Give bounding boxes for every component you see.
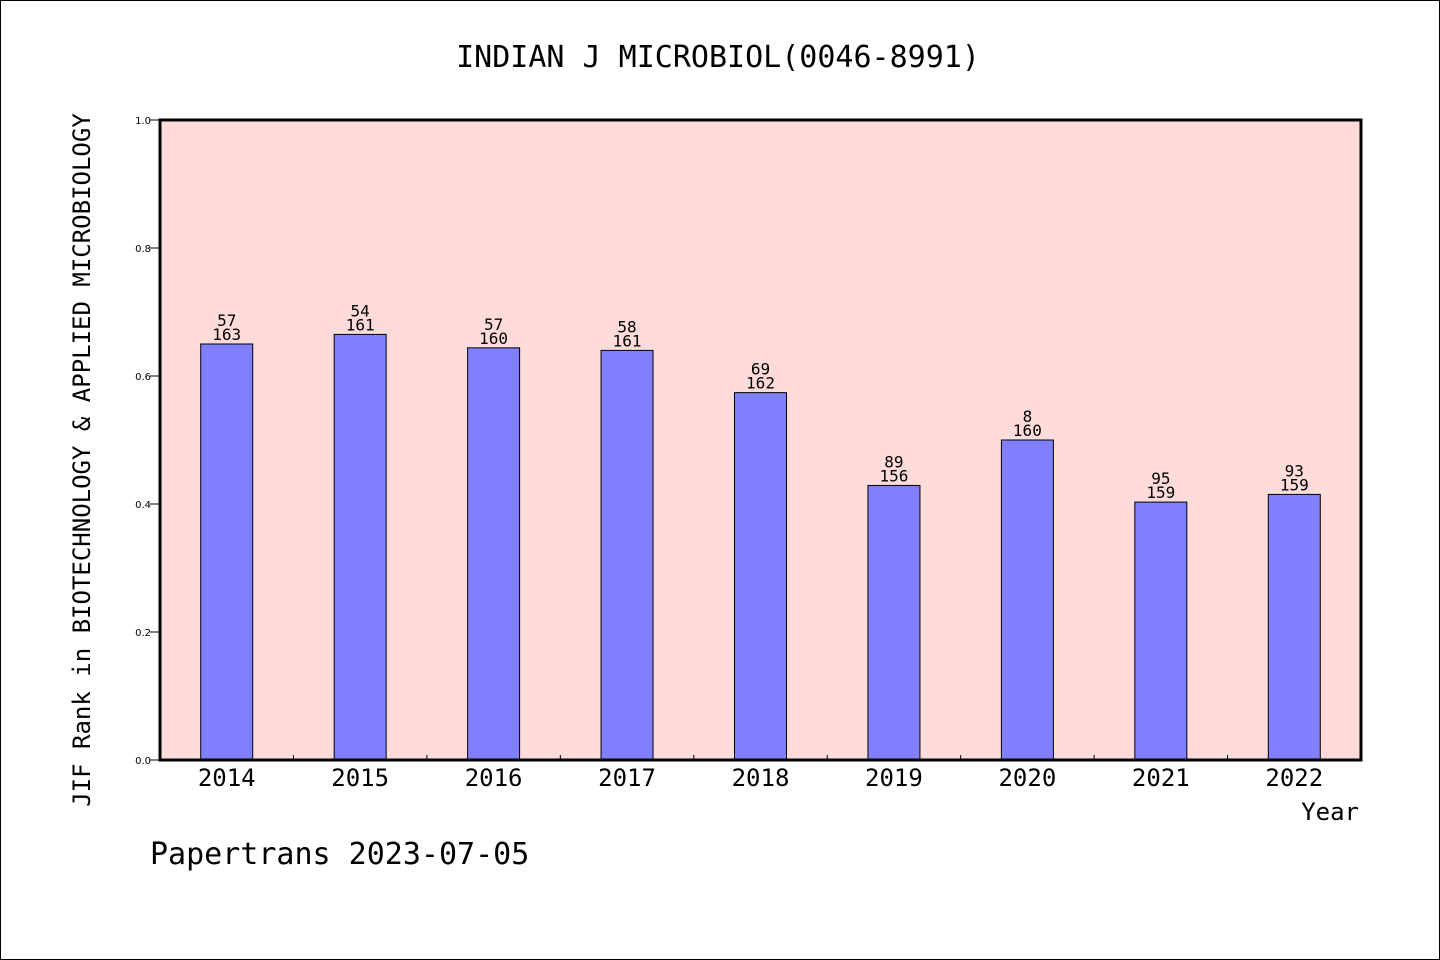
bar-label-total: 159 xyxy=(1280,475,1309,494)
bar-label-total: 160 xyxy=(479,329,508,348)
bar xyxy=(1134,501,1188,761)
bar xyxy=(600,349,654,761)
y-tick-label: 0.4 xyxy=(135,500,151,511)
bar-label-rank: 89 xyxy=(884,452,903,471)
y-tick-label: 0.2 xyxy=(135,628,151,639)
x-tick-labels: 2014 2015 2016 2017 2018 2019 2020 2021 2022 xyxy=(198,764,1323,792)
bar xyxy=(867,484,921,761)
x-tick-label: 2016 xyxy=(465,764,523,792)
bar xyxy=(1267,493,1321,761)
bar xyxy=(467,347,521,761)
y-tick-label: 0.0 xyxy=(135,756,151,767)
chart-title: INDIAN J MICROBIOL(0046-8991) xyxy=(456,40,980,75)
bar-label-total: 161 xyxy=(346,315,375,334)
bar xyxy=(734,392,787,761)
bar xyxy=(200,343,254,761)
x-tick-label: 2014 xyxy=(198,764,256,792)
bar-label-rank: 69 xyxy=(751,360,770,379)
x-tick-label: 2022 xyxy=(1265,764,1323,792)
bar-label-total: 163 xyxy=(212,325,241,344)
bar-label-total: 160 xyxy=(1013,421,1042,440)
y-tick-label: 1.0 xyxy=(135,116,151,127)
bar-label-rank: 54 xyxy=(351,301,370,320)
x-axis-label: Year xyxy=(1301,798,1359,826)
x-tick-label: 2015 xyxy=(331,764,389,792)
footer-credit: Papertrans 2023-07-05 xyxy=(150,837,529,872)
x-tick-label: 2018 xyxy=(732,764,790,792)
x-tick-label: 2021 xyxy=(1132,764,1190,792)
bar-label-total: 156 xyxy=(879,466,908,485)
x-tick-label: 2020 xyxy=(998,764,1056,792)
bar-series xyxy=(200,333,1321,761)
bar-label-total: 162 xyxy=(746,374,775,393)
plot-border xyxy=(158,118,1363,762)
bar xyxy=(1000,439,1054,761)
bar-label-rank: 58 xyxy=(617,317,636,336)
bar-label-rank: 8 xyxy=(1023,407,1033,426)
bar-label-rank: 57 xyxy=(217,311,236,330)
y-tick-label: 0.6 xyxy=(135,372,151,383)
bar-label-rank: 95 xyxy=(1151,469,1170,488)
y-axis-ticks: 0.0 0.2 0.4 0.6 0.8 1.0 xyxy=(135,116,160,767)
bar xyxy=(333,333,387,761)
x-tick-label: 2017 xyxy=(598,764,656,792)
bar-label-total: 161 xyxy=(613,331,642,350)
x-tick-label: 2019 xyxy=(865,764,923,792)
y-tick-label: 0.8 xyxy=(135,244,151,255)
bar-label-total: 159 xyxy=(1146,483,1175,502)
y-axis-label: JIF Rank in BIOTECHNOLOGY & APPLIED MICR… xyxy=(68,113,96,807)
bar-label-rank: 93 xyxy=(1285,461,1304,480)
bar-label-rank: 57 xyxy=(484,315,503,334)
